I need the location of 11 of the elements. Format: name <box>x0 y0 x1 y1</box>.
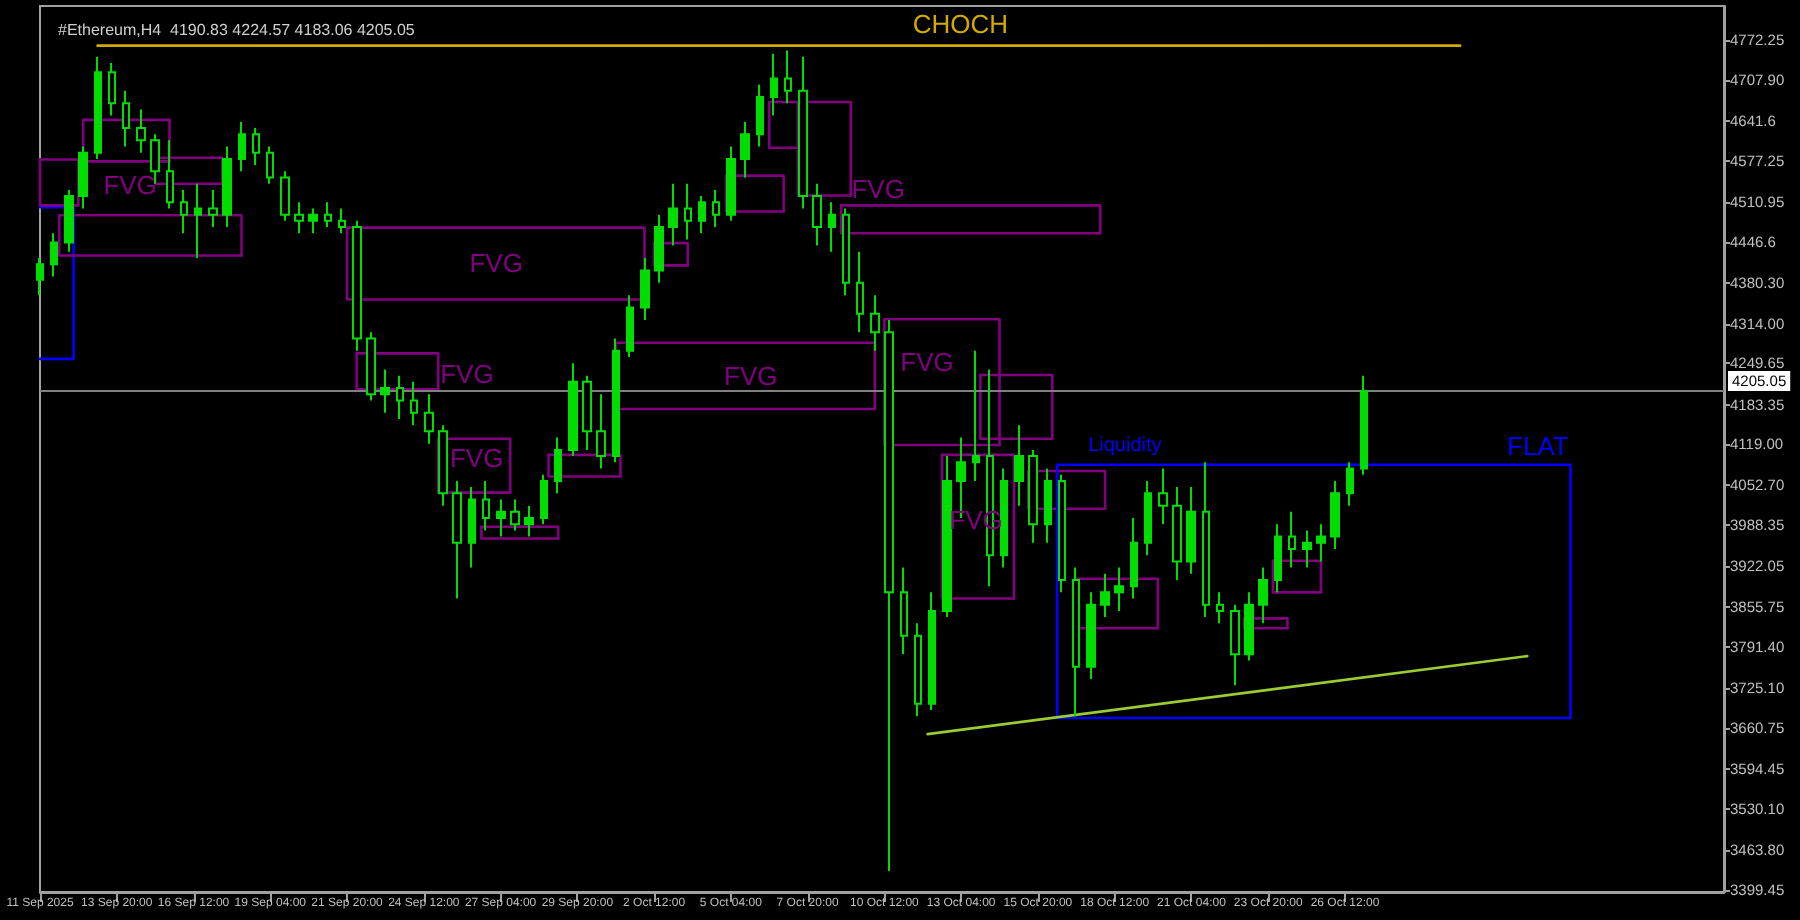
text: #Ethereum,H4 4190.83 4224.57 4183.06 4205.05 <box>58 21 416 39</box>
annotation: FVG <box>724 361 778 392</box>
annotation: CHOCH <box>912 8 1008 39</box>
annotation: Liquidity <box>1088 434 1162 457</box>
annotation: FVG <box>469 247 523 278</box>
annotation: FVG <box>449 442 504 473</box>
annotation: FVG <box>900 347 954 378</box>
annotation: FVG <box>103 170 157 201</box>
annotation: FVG <box>851 174 905 205</box>
annotation: FLAT <box>1507 430 1569 461</box>
annotation: FVG <box>440 359 494 390</box>
